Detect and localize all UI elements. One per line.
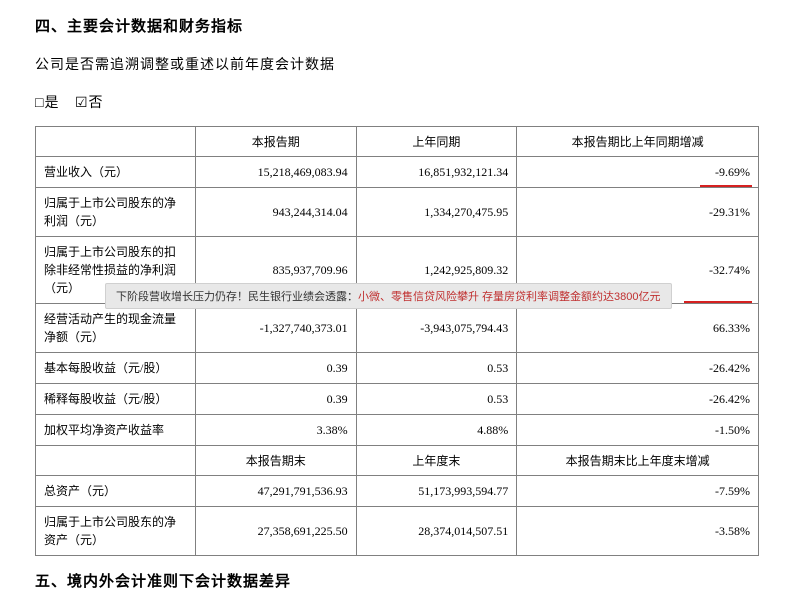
table-header-2: 本报告期末 上年度末 本报告期末比上年度末增减 [36, 446, 759, 476]
header-blank-2 [36, 446, 196, 476]
data-cell: 4.88% [356, 415, 517, 446]
data-cell: 28,374,014,507.51 [356, 507, 517, 556]
row-label: 加权平均净资产收益率 [36, 415, 196, 446]
row-label: 稀释每股收益（元/股） [36, 384, 196, 415]
data-cell: 0.39 [196, 353, 357, 384]
retroactive-question: 公司是否需追溯调整或重述以前年度会计数据 [35, 54, 759, 74]
row-label: 归属于上市公司股东的净利润（元） [36, 188, 196, 237]
data-cell: 943,244,314.04 [196, 188, 357, 237]
data-cell: -1.50% [517, 415, 759, 446]
news-overlay-banner: 下阶段营收增长压力仍存！民生银行业绩会透露：小微、零售信贷风险攀升 存量房贷利率… [105, 283, 672, 309]
checkbox-yes: □是 [35, 92, 59, 112]
data-cell: 27,358,691,225.50 [196, 507, 357, 556]
row-label: 总资产（元） [36, 476, 196, 507]
header-change-1: 本报告期比上年同期增减 [517, 127, 759, 157]
data-cell: -3.58% [517, 507, 759, 556]
data-cell: 3.38% [196, 415, 357, 446]
data-cell: 47,291,791,536.93 [196, 476, 357, 507]
table-row: 稀释每股收益（元/股）0.390.53-26.42% [36, 384, 759, 415]
data-cell: -29.31% [517, 188, 759, 237]
header-period-end: 本报告期末 [196, 446, 357, 476]
header-blank-1 [36, 127, 196, 157]
row-label: 归属于上市公司股东的净资产（元） [36, 507, 196, 556]
checkbox-row: □是 ☑否 [35, 92, 759, 112]
header-current-period: 本报告期 [196, 127, 357, 157]
row-label: 营业收入（元） [36, 157, 196, 188]
banner-text-1: 下阶段营收增长压力仍存！民生银行业绩会透露： [116, 291, 358, 303]
data-cell: -7.59% [517, 476, 759, 507]
header-change-2: 本报告期末比上年度末增减 [517, 446, 759, 476]
data-cell: 51,173,993,594.77 [356, 476, 517, 507]
table-row: 经营活动产生的现金流量净额（元）-1,327,740,373.01-3,943,… [36, 304, 759, 353]
table-header-1: 本报告期 上年同期 本报告期比上年同期增减 [36, 127, 759, 157]
header-year-end: 上年度末 [356, 446, 517, 476]
data-cell: 0.53 [356, 384, 517, 415]
data-cell: -9.69% [517, 157, 759, 188]
data-cell: 15,218,469,083.94 [196, 157, 357, 188]
data-cell: 0.39 [196, 384, 357, 415]
data-cell: 0.53 [356, 353, 517, 384]
data-cell: 16,851,932,121.34 [356, 157, 517, 188]
data-cell: -26.42% [517, 384, 759, 415]
data-cell: -3,943,075,794.43 [356, 304, 517, 353]
banner-text-2: 小微、零售信贷风险攀升 存量房贷利率调整金额约达3800亿元 [358, 291, 661, 303]
table-row: 基本每股收益（元/股）0.390.53-26.42% [36, 353, 759, 384]
table-row: 总资产（元）47,291,791,536.9351,173,993,594.77… [36, 476, 759, 507]
row-label: 经营活动产生的现金流量净额（元） [36, 304, 196, 353]
data-cell: -1,327,740,373.01 [196, 304, 357, 353]
financial-data-table: 本报告期 上年同期 本报告期比上年同期增减 营业收入（元）15,218,469,… [35, 126, 759, 556]
header-prior-period: 上年同期 [356, 127, 517, 157]
data-cell: 66.33% [517, 304, 759, 353]
table-row: 加权平均净资产收益率3.38%4.88%-1.50% [36, 415, 759, 446]
section-4-title: 四、主要会计数据和财务指标 [35, 15, 759, 36]
row-label: 基本每股收益（元/股） [36, 353, 196, 384]
data-cell: -26.42% [517, 353, 759, 384]
table-row: 归属于上市公司股东的净资产（元）27,358,691,225.5028,374,… [36, 507, 759, 556]
section-5-title: 五、境内外会计准则下会计数据差异 [35, 570, 759, 591]
table-row: 归属于上市公司股东的净利润（元）943,244,314.041,334,270,… [36, 188, 759, 237]
table-row: 营业收入（元）15,218,469,083.9416,851,932,121.3… [36, 157, 759, 188]
checkbox-no: ☑否 [75, 92, 104, 112]
data-cell: 1,334,270,475.95 [356, 188, 517, 237]
